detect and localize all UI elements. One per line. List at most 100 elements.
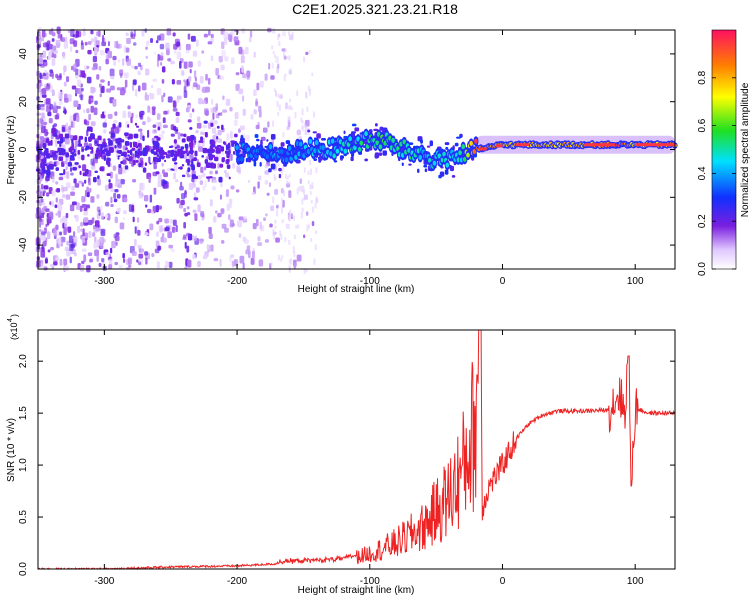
noise-cell xyxy=(198,146,204,152)
noise-cell xyxy=(156,35,161,41)
band-cell xyxy=(85,145,90,150)
noise-cell xyxy=(82,164,87,172)
noise-cell xyxy=(77,88,83,95)
noise-cell xyxy=(294,111,297,119)
noise-cell xyxy=(187,76,192,82)
noise-cell xyxy=(83,119,87,125)
band-cell xyxy=(191,165,196,171)
noise-cell xyxy=(82,28,86,36)
noise-cell xyxy=(61,187,65,193)
noise-cell xyxy=(149,107,153,115)
noise-cell xyxy=(171,79,175,85)
noise-cell xyxy=(65,171,70,179)
noise-cell xyxy=(179,186,184,191)
colorbar-tick-label: 0.2 xyxy=(697,214,708,228)
noise-cell xyxy=(193,192,197,198)
noise-cell xyxy=(224,172,230,178)
noise-cell xyxy=(75,93,78,97)
noise-cell xyxy=(137,217,140,223)
band-cell xyxy=(254,133,259,138)
band-cell xyxy=(270,133,276,140)
noise-cell xyxy=(242,262,245,269)
band-cell xyxy=(78,165,81,169)
noise-cell xyxy=(186,174,191,178)
noise-cell xyxy=(238,233,242,239)
noise-cell xyxy=(161,95,164,103)
colorbar-tick-label: 0.0 xyxy=(697,262,708,276)
noise-cell xyxy=(43,137,47,144)
noise-cell xyxy=(163,110,168,115)
noise-cell xyxy=(100,212,104,220)
noise-cell xyxy=(297,224,300,229)
noise-cell xyxy=(69,38,75,45)
snr-frame xyxy=(37,329,676,570)
noise-cell xyxy=(40,218,44,226)
noise-cell xyxy=(51,190,56,197)
noise-cell xyxy=(87,49,92,55)
band-cell xyxy=(214,156,219,162)
noise-cell xyxy=(127,105,131,110)
noise-cell xyxy=(38,202,42,207)
noise-cell xyxy=(162,124,168,129)
band-cell xyxy=(63,169,66,175)
band-cell xyxy=(191,174,197,180)
band-cell xyxy=(110,132,116,138)
y-tick-label: 1.5 xyxy=(18,406,29,420)
noise-cell xyxy=(202,185,206,191)
noise-cell xyxy=(208,226,212,234)
noise-cell xyxy=(242,236,247,242)
noise-cell xyxy=(242,73,247,79)
ridge-core xyxy=(279,149,284,155)
page-title: C2E1.2025.321.23.21.R18 xyxy=(292,1,458,17)
noise-cell xyxy=(126,58,131,66)
noise-cell xyxy=(70,191,75,196)
noise-cell xyxy=(206,244,209,250)
band-cell xyxy=(184,143,189,149)
noise-cell xyxy=(189,154,192,161)
band-cell xyxy=(219,163,224,168)
noise-cell xyxy=(277,93,280,98)
noise-cell xyxy=(74,252,77,257)
noise-cell xyxy=(160,61,163,66)
noise-cell xyxy=(253,51,256,58)
noise-cell xyxy=(195,39,199,47)
noise-cell xyxy=(53,53,57,59)
snr-x-label: Height of straight line (km) xyxy=(298,585,415,596)
band-cell xyxy=(228,176,231,180)
noise-cell xyxy=(115,241,118,246)
noise-cell xyxy=(207,41,213,45)
noise-cell xyxy=(173,172,176,180)
noise-cell xyxy=(50,263,54,268)
noise-cell xyxy=(105,201,110,207)
noise-cell xyxy=(54,204,58,209)
noise-cell xyxy=(86,76,92,84)
noise-cell xyxy=(165,42,170,50)
y-tick-label: -40 xyxy=(18,237,29,252)
noise-cell xyxy=(267,121,270,128)
noise-cell xyxy=(188,61,193,68)
ridge-core xyxy=(445,162,450,168)
y-tick-label: 0 xyxy=(18,146,29,152)
noise-cell xyxy=(53,228,57,237)
band-cell xyxy=(94,153,99,160)
noise-cell xyxy=(288,214,291,222)
noise-cell xyxy=(202,124,207,129)
noise-cell xyxy=(167,261,170,267)
noise-cell xyxy=(238,216,244,221)
band-cell xyxy=(118,150,123,155)
band-cell xyxy=(164,159,167,163)
noise-cell xyxy=(170,248,175,253)
spectrogram-ridge xyxy=(234,128,678,172)
band-cell xyxy=(108,147,114,153)
noise-cell xyxy=(158,225,164,232)
noise-cell xyxy=(38,32,43,39)
noise-cell xyxy=(44,258,48,264)
band-cell xyxy=(70,149,73,155)
noise-cell xyxy=(144,232,149,236)
noise-cell xyxy=(273,88,276,93)
noise-cell xyxy=(199,180,204,186)
noise-cell xyxy=(86,108,90,114)
noise-cell xyxy=(153,51,157,55)
band-cell xyxy=(51,128,56,134)
noise-cell xyxy=(198,97,203,105)
